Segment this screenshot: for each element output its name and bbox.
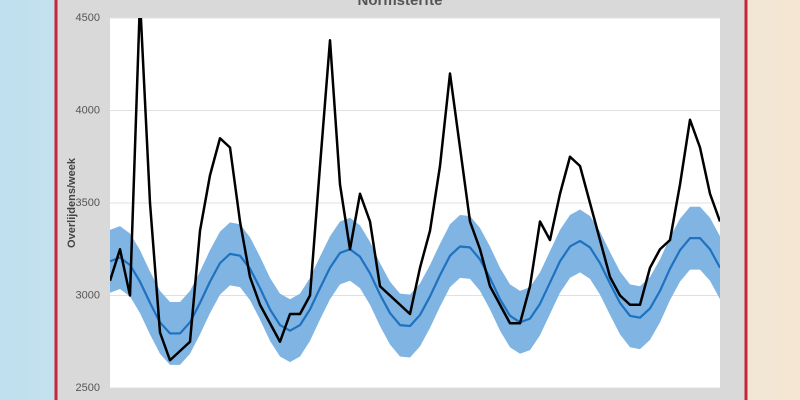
series-line (110, 18, 720, 362)
series-line (110, 237, 720, 335)
y-tick-label: 3000 (76, 289, 100, 301)
y-tick-label: 4000 (76, 104, 100, 116)
plot-layer (110, 18, 720, 365)
y-axis-label: Overlijdens/week (66, 157, 78, 248)
chart-title: Normsterfte (357, 0, 442, 9)
y-tick-label: 4500 (76, 12, 100, 24)
y-tick-label: 2500 (76, 382, 100, 394)
y-tick-label: 3500 (76, 197, 100, 209)
band (110, 206, 720, 365)
